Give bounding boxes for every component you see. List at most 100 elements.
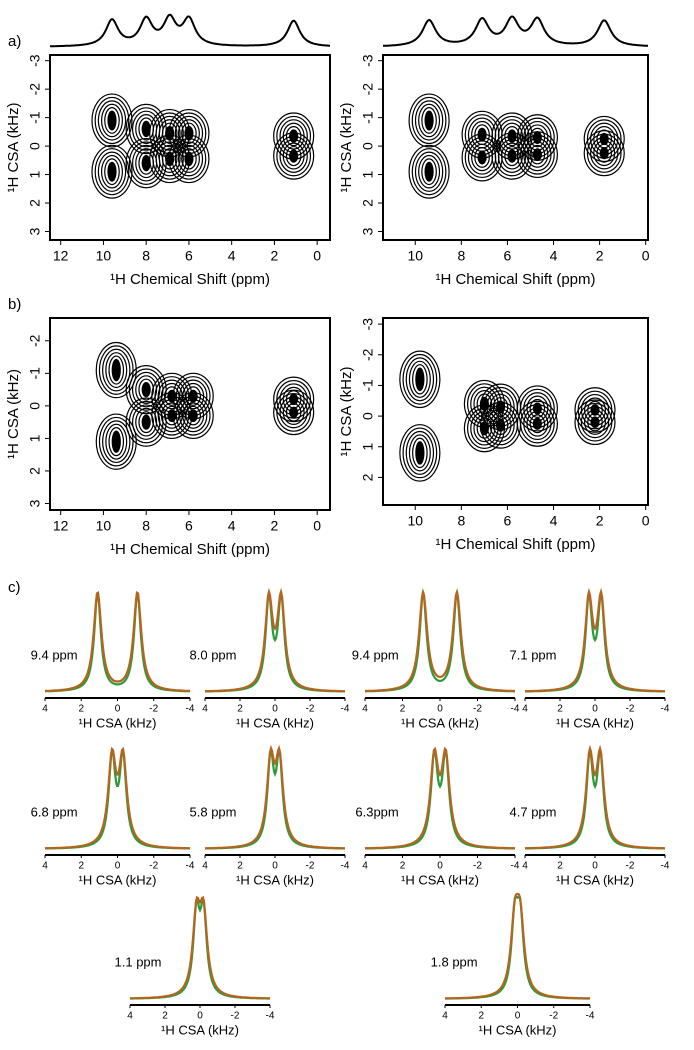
contour <box>91 93 133 148</box>
slice-experiment <box>44 748 191 850</box>
slice-fit <box>364 746 516 850</box>
contour <box>424 110 434 131</box>
x-tick-label: 8 <box>142 518 150 534</box>
x-tick-label: 4 <box>442 1011 448 1022</box>
contour <box>108 355 125 385</box>
x-tick-label: -4 <box>186 704 195 715</box>
contour <box>516 131 558 179</box>
y-tick-label: 2 <box>360 199 376 207</box>
x-tick-label: 0 <box>437 861 443 872</box>
contour <box>276 392 312 432</box>
contour <box>504 126 520 147</box>
contour <box>175 395 211 436</box>
y-tick-label: -3 <box>27 54 43 67</box>
contour <box>414 151 444 192</box>
y-tick-label: 1 <box>27 434 43 442</box>
x-tick-label: 4 <box>42 861 48 872</box>
contour <box>399 424 441 482</box>
contour <box>590 136 619 170</box>
x-tick-label: 8 <box>142 248 150 264</box>
contour <box>519 134 555 175</box>
contour <box>172 392 214 440</box>
x-tick-label: 4 <box>362 861 368 872</box>
contour <box>273 132 315 180</box>
x-tick-label: 0 <box>313 518 321 534</box>
slice-label: 6.3ppm <box>355 804 398 819</box>
x-tick-label: 0 <box>272 861 278 872</box>
contour <box>532 417 542 430</box>
y-tick-label: 1 <box>27 170 43 178</box>
contour <box>285 403 302 422</box>
slice-label: 5.8 ppm <box>190 804 237 819</box>
y-tick-label: -2 <box>360 348 376 361</box>
y-tick-label: 1 <box>360 170 376 178</box>
x-tick-label: -2 <box>231 1011 240 1022</box>
contour <box>135 375 158 404</box>
contour <box>424 161 434 182</box>
contour <box>285 126 302 147</box>
x-tick-label: 0 <box>313 248 321 264</box>
contour <box>421 107 437 134</box>
contour <box>492 415 509 436</box>
x-tick-label: -4 <box>341 704 350 715</box>
y-tick-label: -1 <box>360 379 376 392</box>
contour <box>412 364 428 395</box>
contour <box>94 96 130 145</box>
x-tick-label: 6 <box>185 518 193 534</box>
contour <box>97 100 127 141</box>
contour <box>279 396 308 429</box>
y-tick-label: 2 <box>360 473 376 481</box>
contour <box>98 345 134 395</box>
contour <box>188 409 198 423</box>
contour <box>408 144 450 199</box>
slice-label: 1.1 ppm <box>115 954 162 969</box>
contour <box>179 399 208 433</box>
contour <box>141 120 151 138</box>
contour <box>599 132 609 146</box>
contour <box>494 135 530 177</box>
contour <box>289 406 299 419</box>
x-tick-label: 4 <box>550 513 558 529</box>
contour <box>276 135 312 177</box>
x-tick-label: 0 <box>642 513 650 529</box>
contour <box>501 142 524 170</box>
contour <box>402 353 438 405</box>
x-tick-label: 12 <box>53 518 69 534</box>
y-tick-label: 0 <box>27 402 43 410</box>
x-axis-title: ¹H CSA (kHz) <box>79 872 157 887</box>
slice-label: 4.7 ppm <box>510 804 557 819</box>
x-tick-label: 2 <box>237 704 243 715</box>
slice-fit <box>524 744 666 850</box>
slice-experiment <box>205 591 345 693</box>
contour <box>418 103 441 138</box>
x-tick-label: 2 <box>400 861 406 872</box>
x-tick-label: -2 <box>626 861 635 872</box>
y-tick-label: 2 <box>27 467 43 475</box>
y-tick-label: -2 <box>360 83 376 96</box>
contour <box>181 148 197 170</box>
x-tick-label: 2 <box>557 704 563 715</box>
contour <box>279 139 308 173</box>
x-tick-label: -4 <box>186 861 195 872</box>
y-tick-label: 0 <box>360 412 376 420</box>
contour <box>516 400 558 447</box>
x-tick-label: 8 <box>457 513 465 529</box>
x-tick-label: 2 <box>596 248 604 264</box>
y-tick-label: 3 <box>360 227 376 235</box>
x-tick-label: 10 <box>407 513 423 529</box>
contour <box>587 413 603 432</box>
y-tick-label: -1 <box>27 367 43 380</box>
slice-experiment <box>130 897 270 1000</box>
contour <box>177 144 200 173</box>
contour <box>104 107 120 134</box>
slice-label: 9.4 ppm <box>352 647 399 662</box>
contour <box>529 144 546 165</box>
slice-experiment <box>524 748 666 850</box>
x-tick-label: 4 <box>228 518 236 534</box>
panel-label: c) <box>8 579 21 596</box>
contour <box>158 119 181 148</box>
x-tick-label: -2 <box>149 861 158 872</box>
contour <box>100 154 123 189</box>
slice-label: 9.4 ppm <box>31 647 78 662</box>
